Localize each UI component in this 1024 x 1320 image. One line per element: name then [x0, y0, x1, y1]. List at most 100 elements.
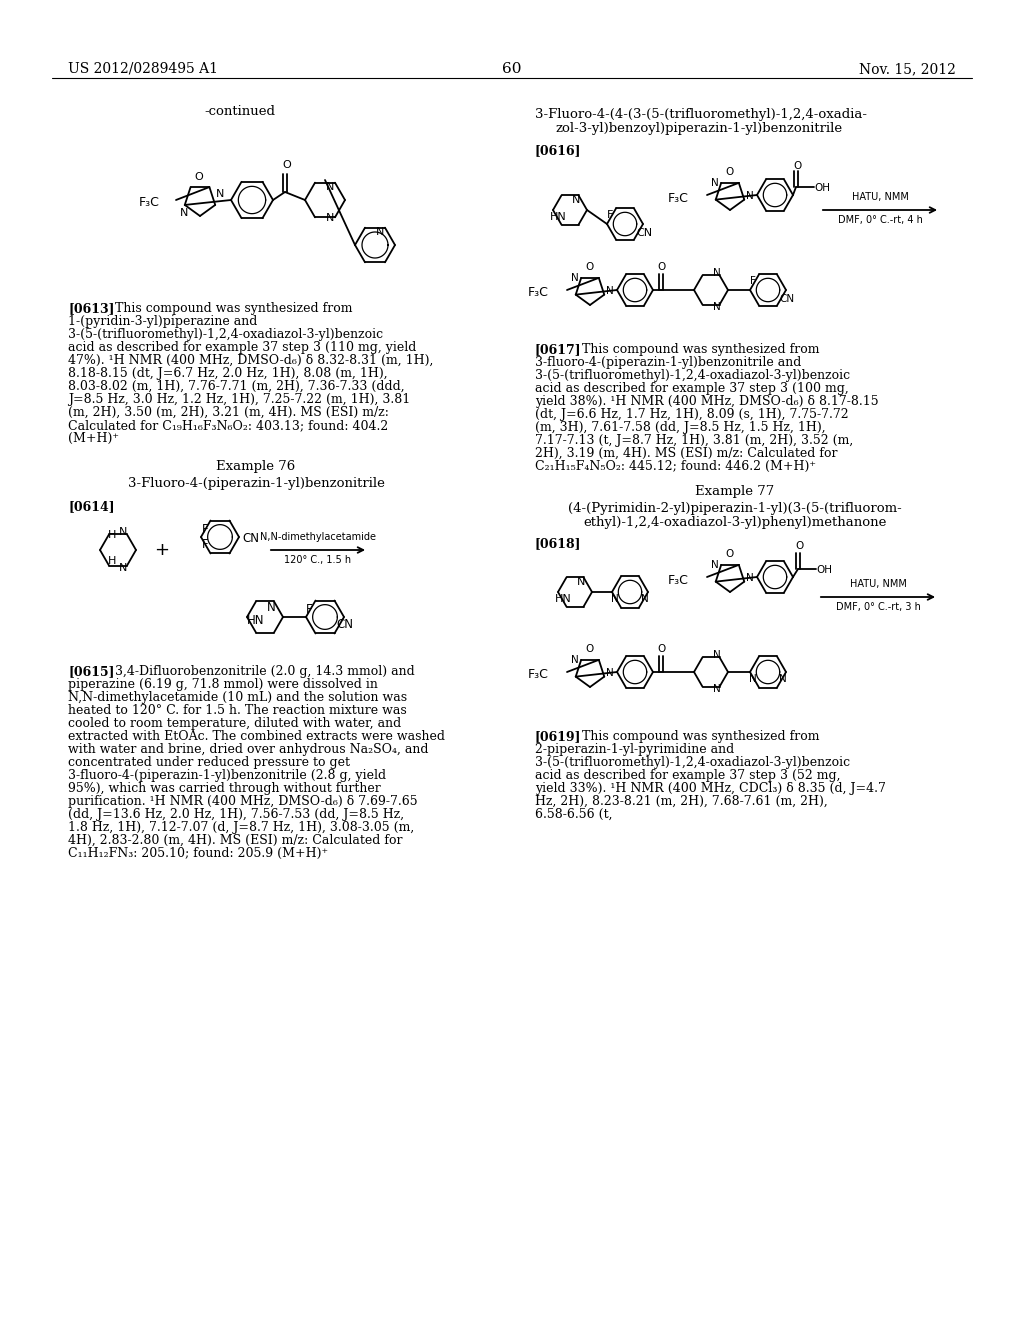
Text: N: N [606, 285, 614, 296]
Text: HN: HN [247, 614, 264, 627]
Text: O: O [657, 261, 667, 272]
Text: 1.8 Hz, 1H), 7.12-7.07 (d, J=8.7 Hz, 1H), 3.08-3.05 (m,: 1.8 Hz, 1H), 7.12-7.07 (d, J=8.7 Hz, 1H)… [68, 821, 415, 834]
Text: CN: CN [636, 227, 652, 238]
Text: N: N [216, 189, 224, 199]
Text: Calculated for C₁₉H₁₆F₃N₆O₂: 403.13; found: 404.2: Calculated for C₁₉H₁₆F₃N₆O₂: 403.13; fou… [68, 418, 388, 432]
Text: yield 38%). ¹H NMR (400 MHz, DMSO-d₆) δ 8.17-8.15: yield 38%). ¹H NMR (400 MHz, DMSO-d₆) δ … [535, 395, 879, 408]
Text: Nov. 15, 2012: Nov. 15, 2012 [859, 62, 956, 77]
Text: C₁₁H₁₂FN₃: 205.10; found: 205.9 (M+H)⁺: C₁₁H₁₂FN₃: 205.10; found: 205.9 (M+H)⁺ [68, 847, 328, 861]
Text: N: N [713, 302, 721, 312]
Text: [0613]: [0613] [68, 302, 115, 315]
Text: F: F [751, 276, 756, 286]
Text: (dt, J=6.6 Hz, 1.7 Hz, 1H), 8.09 (s, 1H), 7.75-7.72: (dt, J=6.6 Hz, 1.7 Hz, 1H), 8.09 (s, 1H)… [535, 408, 849, 421]
Text: 4H), 2.83-2.80 (m, 4H). MS (ESI) m/z: Calculated for: 4H), 2.83-2.80 (m, 4H). MS (ESI) m/z: Ca… [68, 834, 402, 847]
Text: N: N [712, 178, 719, 187]
Text: (M+H)⁺: (M+H)⁺ [68, 432, 119, 445]
Text: N: N [376, 227, 384, 238]
Text: O: O [794, 161, 802, 172]
Text: F₃C: F₃C [528, 668, 549, 681]
Text: 3,4-Difluorobenzonitrile (2.0 g, 14.3 mmol) and: 3,4-Difluorobenzonitrile (2.0 g, 14.3 mm… [115, 665, 415, 678]
Text: [0615]: [0615] [68, 665, 115, 678]
Text: This compound was synthesized from: This compound was synthesized from [115, 302, 352, 315]
Text: CN: CN [337, 619, 353, 631]
Text: 3-fluoro-4-(piperazin-1-yl)benzonitrile (2.8 g, yield: 3-fluoro-4-(piperazin-1-yl)benzonitrile … [68, 770, 386, 781]
Text: 3-Fluoro-4-(piperazin-1-yl)benzonitrile: 3-Fluoro-4-(piperazin-1-yl)benzonitrile [128, 477, 384, 490]
Text: F₃C: F₃C [139, 197, 160, 210]
Text: This compound was synthesized from: This compound was synthesized from [582, 730, 819, 743]
Text: 3-fluoro-4-(piperazin-1-yl)benzonitrile and: 3-fluoro-4-(piperazin-1-yl)benzonitrile … [535, 356, 802, 370]
Text: 3-(5-(trifluoromethyl)-1,2,4-oxadiazol-3-yl)benzoic: 3-(5-(trifluoromethyl)-1,2,4-oxadiazol-3… [535, 370, 850, 381]
Text: O: O [195, 172, 204, 182]
Text: N: N [746, 190, 754, 201]
Text: O: O [725, 549, 733, 558]
Text: F₃C: F₃C [668, 573, 689, 586]
Text: N: N [611, 594, 618, 603]
Text: OH: OH [814, 183, 830, 193]
Text: N: N [326, 213, 335, 223]
Text: [0616]: [0616] [535, 144, 582, 157]
Text: ethyl)-1,2,4-oxadiazol-3-yl)phenyl)methanone: ethyl)-1,2,4-oxadiazol-3-yl)phenyl)metha… [584, 516, 887, 529]
Text: 6.58-6.56 (t,: 6.58-6.56 (t, [535, 808, 612, 821]
Text: N: N [571, 655, 580, 665]
Text: zol-3-yl)benzoyl)piperazin-1-yl)benzonitrile: zol-3-yl)benzoyl)piperazin-1-yl)benzonit… [555, 121, 842, 135]
Text: 2-piperazin-1-yl-pyrimidine and: 2-piperazin-1-yl-pyrimidine and [535, 743, 734, 756]
Text: F₃C: F₃C [528, 286, 549, 300]
Text: CN: CN [242, 532, 259, 545]
Text: O: O [585, 644, 593, 653]
Text: [0617]: [0617] [535, 343, 582, 356]
Text: heated to 120° C. for 1.5 h. The reaction mixture was: heated to 120° C. for 1.5 h. The reactio… [68, 704, 407, 717]
Text: N: N [571, 273, 580, 282]
Text: piperazine (6.19 g, 71.8 mmol) were dissolved in: piperazine (6.19 g, 71.8 mmol) were diss… [68, 678, 378, 690]
Text: N,N-dimethylacetamide: N,N-dimethylacetamide [260, 532, 376, 543]
Text: 60: 60 [502, 62, 522, 77]
Text: acid as described for example 37 step 3 (100 mg,: acid as described for example 37 step 3 … [535, 381, 849, 395]
Text: 3-Fluoro-4-(4-(3-(5-(trifluoromethyl)-1,2,4-oxadia-: 3-Fluoro-4-(4-(3-(5-(trifluoromethyl)-1,… [535, 108, 867, 121]
Text: 47%). ¹H NMR (400 MHz, DMSO-d₆) δ 8.32-8.31 (m, 1H),: 47%). ¹H NMR (400 MHz, DMSO-d₆) δ 8.32-8… [68, 354, 433, 367]
Text: +: + [155, 541, 170, 558]
Text: US 2012/0289495 A1: US 2012/0289495 A1 [68, 62, 218, 77]
Text: H: H [108, 531, 116, 540]
Text: N,N-dimethylacetamide (10 mL) and the solution was: N,N-dimethylacetamide (10 mL) and the so… [68, 690, 408, 704]
Text: with water and brine, dried over anhydrous Na₂SO₄, and: with water and brine, dried over anhydro… [68, 743, 428, 756]
Text: (4-(Pyrimidin-2-yl)piperazin-1-yl)(3-(5-(trifluorom-: (4-(Pyrimidin-2-yl)piperazin-1-yl)(3-(5-… [568, 502, 902, 515]
Text: F₃C: F₃C [668, 191, 689, 205]
Text: extracted with EtOAc. The combined extracts were washed: extracted with EtOAc. The combined extra… [68, 730, 445, 743]
Text: C₂₁H₁₅F₄N₅O₂: 445.12; found: 446.2 (M+H)⁺: C₂₁H₁₅F₄N₅O₂: 445.12; found: 446.2 (M+H)… [535, 459, 816, 473]
Text: O: O [795, 541, 803, 550]
Text: N: N [713, 268, 721, 279]
Text: F: F [202, 539, 209, 552]
Text: 1-(pyridin-3-yl)piperazine and: 1-(pyridin-3-yl)piperazine and [68, 315, 257, 327]
Text: HN: HN [555, 594, 572, 605]
Text: N: N [119, 527, 127, 537]
Text: 120° C., 1.5 h: 120° C., 1.5 h [285, 554, 351, 565]
Text: acid as described for example 37 step 3 (110 mg, yield: acid as described for example 37 step 3 … [68, 341, 417, 354]
Text: N: N [267, 601, 275, 614]
Text: F: F [202, 523, 209, 536]
Text: DMF, 0° C.-rt, 3 h: DMF, 0° C.-rt, 3 h [836, 602, 921, 612]
Text: (m, 2H), 3.50 (m, 2H), 3.21 (m, 4H). MS (ESI) m/z:: (m, 2H), 3.50 (m, 2H), 3.21 (m, 4H). MS … [68, 407, 389, 418]
Text: N: N [713, 684, 721, 694]
Text: N: N [779, 673, 786, 684]
Text: concentrated under reduced pressure to get: concentrated under reduced pressure to g… [68, 756, 350, 770]
Text: DMF, 0° C.-rt, 4 h: DMF, 0° C.-rt, 4 h [838, 215, 923, 224]
Text: N: N [572, 195, 581, 205]
Text: O: O [725, 168, 733, 177]
Text: 7.17-7.13 (t, J=8.7 Hz, 1H), 3.81 (m, 2H), 3.52 (m,: 7.17-7.13 (t, J=8.7 Hz, 1H), 3.81 (m, 2H… [535, 434, 853, 447]
Text: F: F [306, 602, 312, 615]
Text: 8.03-8.02 (m, 1H), 7.76-7.71 (m, 2H), 7.36-7.33 (ddd,: 8.03-8.02 (m, 1H), 7.76-7.71 (m, 2H), 7.… [68, 380, 404, 393]
Text: acid as described for example 37 step 3 (52 mg,: acid as described for example 37 step 3 … [535, 770, 841, 781]
Text: 2H), 3.19 (m, 4H). MS (ESI) m/z: Calculated for: 2H), 3.19 (m, 4H). MS (ESI) m/z: Calcula… [535, 447, 838, 459]
Text: O: O [657, 644, 667, 653]
Text: cooled to room temperature, diluted with water, and: cooled to room temperature, diluted with… [68, 717, 401, 730]
Text: O: O [283, 160, 292, 170]
Text: HN: HN [550, 213, 567, 222]
Text: [0618]: [0618] [535, 537, 582, 550]
Text: [0619]: [0619] [535, 730, 582, 743]
Text: N: N [713, 649, 721, 660]
Text: 3-(5-(trifluoromethyl)-1,2,4-oxadiazol-3-yl)benzoic: 3-(5-(trifluoromethyl)-1,2,4-oxadiazol-3… [535, 756, 850, 770]
Text: N: N [326, 182, 335, 191]
Text: N: N [577, 577, 586, 587]
Text: O: O [585, 261, 593, 272]
Text: 95%), which was carried through without further: 95%), which was carried through without … [68, 781, 381, 795]
Text: Example 77: Example 77 [695, 484, 774, 498]
